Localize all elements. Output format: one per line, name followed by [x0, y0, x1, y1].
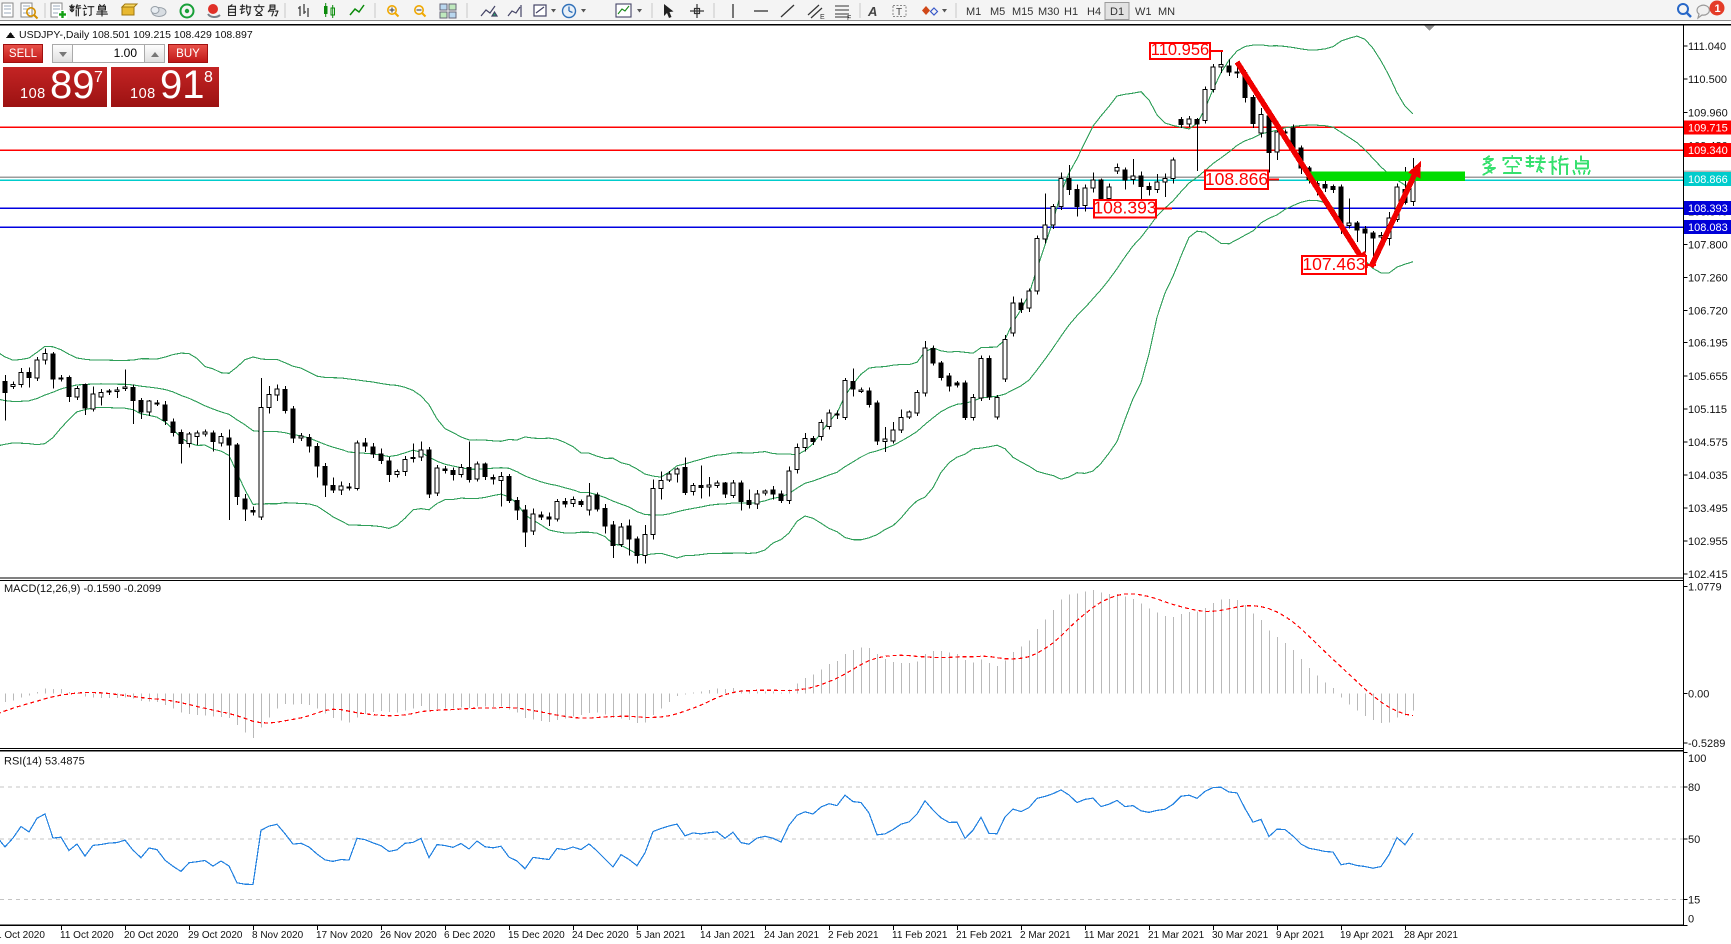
svg-text:102.955: 102.955 — [1688, 536, 1728, 548]
svg-text:0.00: 0.00 — [1688, 688, 1709, 700]
svg-text:107.260: 107.260 — [1688, 273, 1728, 285]
svg-text:80: 80 — [1688, 782, 1700, 794]
svg-text:108.866: 108.866 — [1205, 169, 1268, 189]
svg-text:30 Mar 2021: 30 Mar 2021 — [1212, 930, 1269, 941]
svg-text:2 Mar 2021: 2 Mar 2021 — [1020, 930, 1071, 941]
svg-text:11 Feb 2021: 11 Feb 2021 — [892, 930, 948, 941]
svg-text:26 Nov 2020: 26 Nov 2020 — [380, 930, 437, 941]
svg-text:11 Mar 2021: 11 Mar 2021 — [1084, 930, 1140, 941]
svg-text:20 Oct 2020: 20 Oct 2020 — [124, 930, 179, 941]
svg-text:109.340: 109.340 — [1688, 145, 1728, 157]
svg-text:M1: M1 — [966, 6, 981, 18]
svg-text:108.393: 108.393 — [1093, 198, 1156, 218]
svg-text:M15: M15 — [1012, 6, 1033, 18]
svg-text:104.035: 104.035 — [1688, 470, 1728, 482]
svg-text:1: 1 — [1715, 3, 1721, 15]
svg-text:15 Dec 2020: 15 Dec 2020 — [508, 930, 565, 941]
svg-text:-0.5289: -0.5289 — [1688, 738, 1725, 750]
svg-text:6 Dec 2020: 6 Dec 2020 — [444, 930, 496, 941]
svg-text:110.956: 110.956 — [1151, 41, 1209, 59]
svg-text:USDJPY-,Daily 108.501 109.215: USDJPY-,Daily 108.501 109.215 108.429 10… — [19, 29, 253, 41]
svg-text:11 Oct 2020: 11 Oct 2020 — [60, 930, 114, 941]
svg-text:W1: W1 — [1135, 6, 1152, 18]
svg-text:29 Oct 2020: 29 Oct 2020 — [188, 930, 243, 941]
svg-text:19 Apr 2021: 19 Apr 2021 — [1340, 930, 1394, 941]
svg-text:MN: MN — [1158, 6, 1175, 18]
svg-text:105.115: 105.115 — [1688, 404, 1727, 416]
svg-text:106.195: 106.195 — [1688, 338, 1728, 350]
svg-text:1 Oct 2020: 1 Oct 2020 — [0, 930, 45, 941]
svg-text:E: E — [820, 14, 825, 21]
svg-text:104.575: 104.575 — [1688, 437, 1728, 449]
svg-text:H4: H4 — [1087, 6, 1101, 18]
svg-text:109.715: 109.715 — [1688, 122, 1728, 134]
svg-text:28 Apr 2021: 28 Apr 2021 — [1404, 930, 1458, 941]
svg-text:D1: D1 — [1110, 6, 1124, 18]
svg-text:109.960: 109.960 — [1688, 107, 1728, 119]
svg-text:RSI(14) 53.4875: RSI(14) 53.4875 — [4, 756, 85, 768]
svg-text:15: 15 — [1688, 894, 1700, 906]
svg-text:M30: M30 — [1038, 6, 1059, 18]
svg-text:1.0779: 1.0779 — [1688, 582, 1722, 594]
svg-text:5 Jan 2021: 5 Jan 2021 — [636, 930, 686, 941]
svg-text:102.415: 102.415 — [1688, 569, 1728, 581]
svg-text:107.463: 107.463 — [1302, 254, 1365, 274]
svg-text:0: 0 — [1688, 914, 1694, 926]
svg-text:14 Jan 2021: 14 Jan 2021 — [700, 930, 755, 941]
svg-text:108.393: 108.393 — [1688, 203, 1728, 215]
svg-text:107.800: 107.800 — [1688, 240, 1728, 252]
svg-text:2 Feb 2021: 2 Feb 2021 — [828, 930, 879, 941]
svg-text:103.495: 103.495 — [1688, 503, 1728, 515]
svg-text:24 Jan 2021: 24 Jan 2021 — [764, 930, 819, 941]
svg-text:111.040: 111.040 — [1688, 41, 1726, 53]
svg-text:T: T — [896, 7, 902, 18]
svg-text:17 Nov 2020: 17 Nov 2020 — [316, 930, 373, 941]
svg-text:F: F — [847, 15, 851, 21]
svg-text:108.866: 108.866 — [1688, 174, 1728, 186]
svg-text:110.500: 110.500 — [1688, 74, 1727, 86]
svg-text:50: 50 — [1688, 834, 1700, 846]
svg-text:H1: H1 — [1064, 6, 1078, 18]
svg-text:105.655: 105.655 — [1688, 371, 1728, 383]
svg-text:MACD(12,26,9) -0.1590 -0.2099: MACD(12,26,9) -0.1590 -0.2099 — [4, 583, 161, 595]
svg-text:M5: M5 — [990, 6, 1005, 18]
svg-text:A: A — [867, 4, 877, 19]
svg-text:21 Feb 2021: 21 Feb 2021 — [956, 930, 1013, 941]
svg-text:9 Apr 2021: 9 Apr 2021 — [1276, 930, 1325, 941]
svg-text:106.720: 106.720 — [1688, 306, 1728, 318]
svg-text:8 Nov 2020: 8 Nov 2020 — [252, 930, 304, 941]
svg-text:100: 100 — [1688, 753, 1706, 765]
svg-text:108.083: 108.083 — [1688, 222, 1728, 234]
svg-text:21 Mar 2021: 21 Mar 2021 — [1148, 930, 1205, 941]
svg-text:24 Dec 2020: 24 Dec 2020 — [572, 930, 629, 941]
